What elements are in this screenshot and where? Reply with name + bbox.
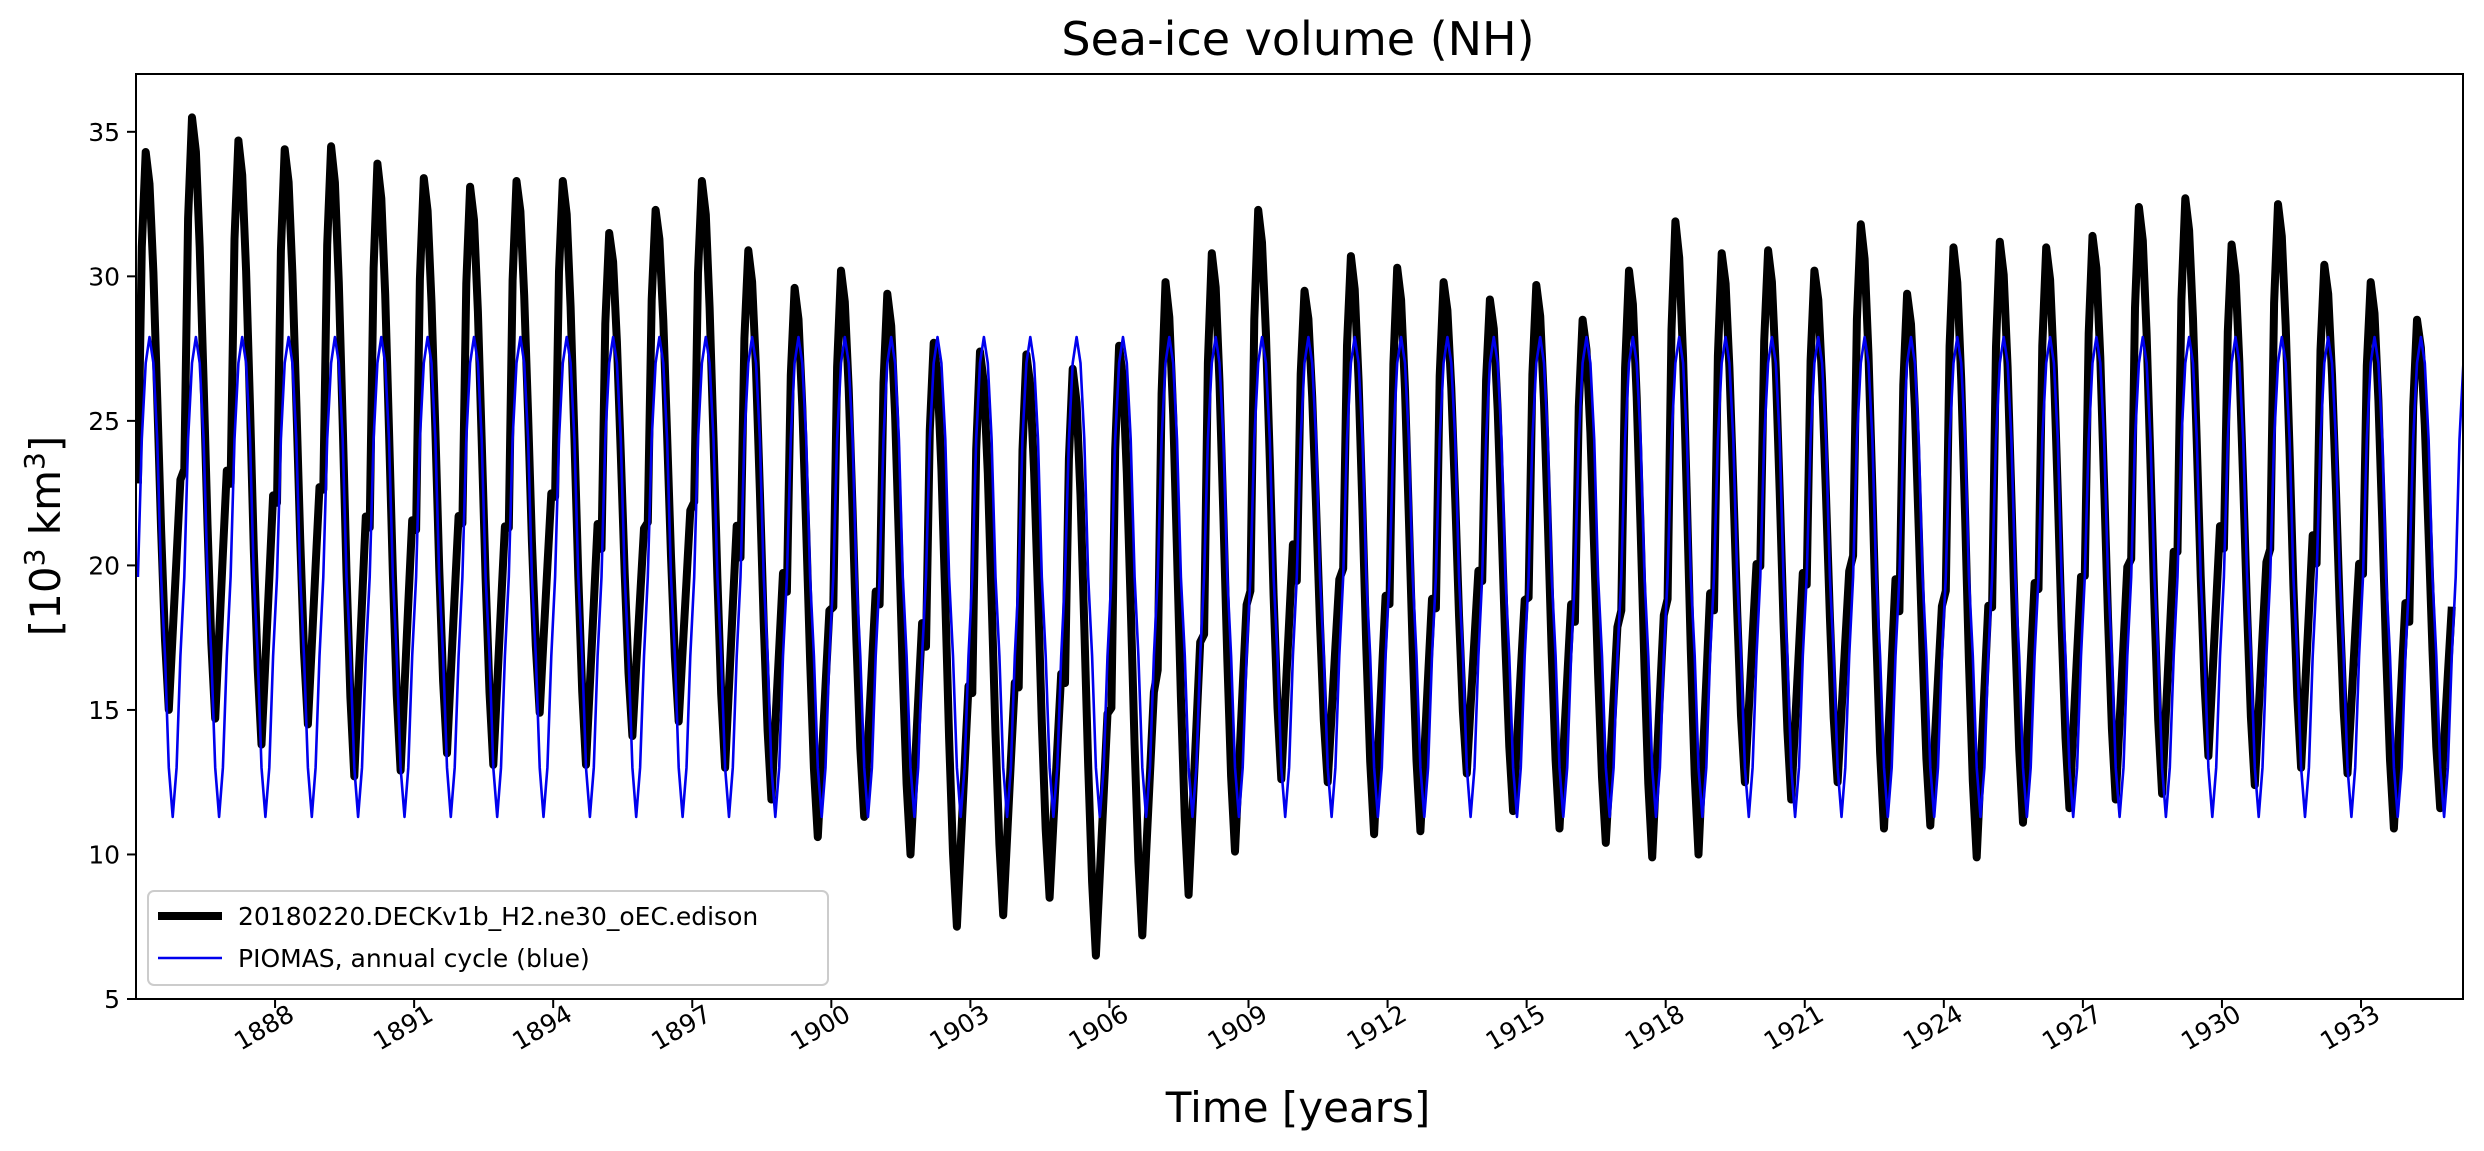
x-axis-label: Time [years] xyxy=(1165,1083,1431,1132)
y-tick-label: 25 xyxy=(88,407,120,436)
y-tick-label: 30 xyxy=(88,262,120,291)
y-tick-label: 5 xyxy=(104,985,120,1014)
y-axis-label-open: [10 xyxy=(21,566,70,636)
legend-label-model: 20180220.DECKv1b_H2.ne30_oEC.edison xyxy=(238,902,758,931)
series-model-line xyxy=(136,113,2456,960)
legend-label-piomas: PIOMAS, annual cycle (blue) xyxy=(238,944,590,973)
y-axis-label-close: ] xyxy=(21,436,70,452)
legend: 20180220.DECKv1b_H2.ne30_oEC.edison PIOM… xyxy=(147,890,829,986)
axes-frame xyxy=(135,73,2464,1000)
y-axis-label-sup1: 3 xyxy=(18,549,51,567)
y-axis-label: [103 km3] xyxy=(18,436,71,636)
y-axis-label-sup2: 3 xyxy=(18,452,51,470)
legend-box xyxy=(147,890,829,986)
plot-area xyxy=(136,113,2463,960)
y-axis: 5 10 15 20 25 30 35 xyxy=(88,118,136,1014)
y-axis-label-unit: km xyxy=(21,470,70,549)
y-tick-label: 15 xyxy=(88,696,120,725)
y-tick-label: 35 xyxy=(88,118,120,147)
chart-title: Sea-ice volume (NH) xyxy=(1061,12,1534,66)
series-piomas-line xyxy=(136,335,2463,819)
y-tick-label: 20 xyxy=(88,551,120,580)
y-tick-label: 10 xyxy=(88,840,120,869)
